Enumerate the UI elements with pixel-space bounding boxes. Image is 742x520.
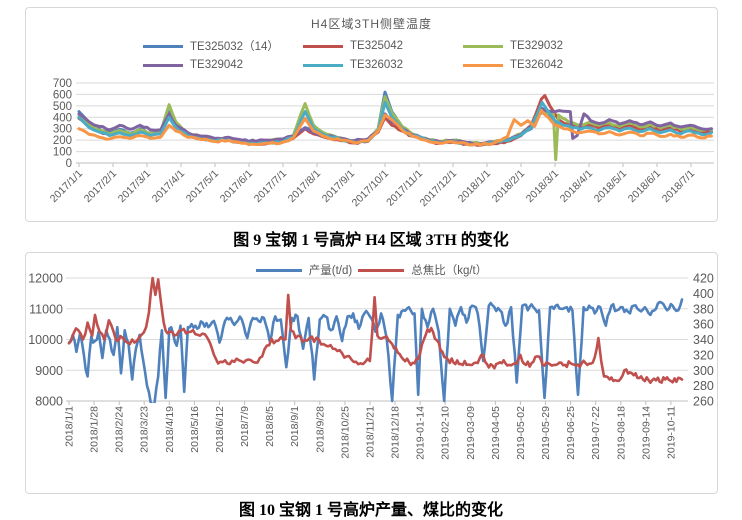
figure9-caption: 图 9 宝钢 1 号高炉 H4 区域 3TH 的变化 bbox=[233, 232, 509, 249]
svg-text:2017/1/1: 2017/1/1 bbox=[48, 168, 85, 205]
svg-text:2018/9/28: 2018/9/28 bbox=[314, 406, 326, 453]
svg-text:2017/12/1: 2017/12/1 bbox=[418, 168, 460, 210]
legend-line-swatch bbox=[303, 63, 343, 67]
svg-text:2019-08-18: 2019-08-18 bbox=[615, 406, 627, 460]
svg-text:2017/3/1: 2017/3/1 bbox=[116, 168, 153, 205]
svg-text:360: 360 bbox=[693, 318, 714, 332]
svg-text:2018/3/23: 2018/3/23 bbox=[139, 406, 151, 453]
svg-text:2018/2/24: 2018/2/24 bbox=[114, 406, 126, 453]
svg-text:600: 600 bbox=[53, 89, 72, 101]
svg-text:380: 380 bbox=[693, 302, 714, 316]
legend-line-swatch bbox=[463, 63, 503, 67]
svg-text:420: 420 bbox=[693, 272, 714, 286]
svg-text:2018/7/1: 2018/7/1 bbox=[660, 168, 697, 205]
svg-text:2018/4/19: 2018/4/19 bbox=[164, 406, 176, 453]
svg-text:2019-09-14: 2019-09-14 bbox=[640, 406, 652, 460]
svg-text:0: 0 bbox=[66, 158, 72, 170]
temperature-chart: H4区域3TH侧壁温度 TE325032（14） TE325042 TE329032… bbox=[25, 7, 718, 222]
legend-item: TE325042 bbox=[303, 38, 457, 54]
svg-text:2017/10/1: 2017/10/1 bbox=[350, 168, 392, 210]
legend-line-swatch bbox=[255, 268, 302, 272]
svg-text:2018/3/1: 2018/3/1 bbox=[524, 168, 561, 205]
temperature-plot-area: 70060050040030020010002017/1/12017/2/120… bbox=[48, 78, 714, 210]
svg-text:2018/9/1: 2018/9/1 bbox=[289, 406, 301, 447]
legend-item: TE329032 bbox=[463, 38, 617, 54]
svg-text:9000: 9000 bbox=[35, 364, 63, 378]
svg-text:320: 320 bbox=[693, 348, 714, 362]
legend-line-swatch bbox=[463, 44, 503, 48]
svg-text:2018/11/21: 2018/11/21 bbox=[365, 406, 377, 458]
legend-line-swatch bbox=[143, 44, 183, 48]
svg-text:2019-10-11: 2019-10-11 bbox=[665, 406, 677, 459]
legend-item: TE326032 bbox=[303, 59, 457, 71]
svg-text:2019-07-22: 2019-07-22 bbox=[590, 406, 602, 460]
legend-item: TE326042 bbox=[463, 59, 617, 71]
legend-label: TE325042 bbox=[350, 40, 404, 52]
svg-text:2017/5/1: 2017/5/1 bbox=[184, 168, 221, 205]
svg-text:500: 500 bbox=[53, 101, 72, 113]
svg-text:2019-02-10: 2019-02-10 bbox=[440, 406, 452, 460]
svg-text:12000: 12000 bbox=[28, 272, 63, 286]
svg-text:2018/2/1: 2018/2/1 bbox=[490, 168, 527, 205]
svg-text:2017/4/1: 2017/4/1 bbox=[150, 168, 187, 205]
svg-text:400: 400 bbox=[53, 112, 72, 124]
svg-text:400: 400 bbox=[693, 287, 714, 301]
svg-text:2019-01-14: 2019-01-14 bbox=[415, 406, 427, 460]
svg-text:10000: 10000 bbox=[28, 333, 63, 347]
svg-text:11000: 11000 bbox=[29, 302, 63, 316]
legend-line-swatch bbox=[143, 63, 183, 67]
svg-text:2017/2/1: 2017/2/1 bbox=[82, 168, 119, 205]
svg-text:100: 100 bbox=[53, 147, 72, 159]
legend-item: 总焦比（kg/t） bbox=[358, 262, 487, 278]
legend-label: TE326042 bbox=[510, 59, 564, 71]
svg-text:8000: 8000 bbox=[35, 395, 63, 409]
legend-item: TE325032（14） bbox=[143, 38, 297, 54]
svg-text:2018/6/1: 2018/6/1 bbox=[626, 168, 663, 205]
svg-text:2019-06-25: 2019-06-25 bbox=[565, 406, 577, 460]
svg-text:2019-04-05: 2019-04-05 bbox=[490, 406, 502, 460]
legend-label: TE325032（14） bbox=[190, 41, 279, 53]
legend-item: 产量(t/d) bbox=[255, 262, 353, 278]
svg-text:340: 340 bbox=[693, 333, 714, 347]
svg-text:2018/6/12: 2018/6/12 bbox=[214, 406, 226, 453]
svg-text:280: 280 bbox=[693, 379, 714, 393]
temperature-chart-legend: TE325032（14） TE325042 TE329032 TE329042 TE32… bbox=[140, 38, 620, 71]
svg-text:700: 700 bbox=[53, 78, 72, 90]
svg-text:200: 200 bbox=[53, 135, 72, 147]
svg-text:260: 260 bbox=[693, 395, 714, 409]
legend-label: 产量(t/d) bbox=[308, 265, 353, 277]
svg-text:2018/5/1: 2018/5/1 bbox=[592, 168, 629, 205]
svg-text:2018/1/1: 2018/1/1 bbox=[456, 168, 493, 205]
svg-text:2017/6/1: 2017/6/1 bbox=[218, 168, 255, 205]
svg-text:2018/5/16: 2018/5/16 bbox=[189, 406, 201, 453]
svg-text:2019-05-02: 2019-05-02 bbox=[515, 406, 527, 460]
legend-line-swatch bbox=[358, 268, 405, 272]
svg-text:2018/10/25: 2018/10/25 bbox=[339, 406, 351, 459]
svg-text:2018/8/5: 2018/8/5 bbox=[264, 406, 276, 447]
temperature-chart-title: H4区域3TH侧壁温度 bbox=[310, 17, 432, 31]
svg-text:2019-05-29: 2019-05-29 bbox=[540, 406, 552, 460]
legend-label: TE329032 bbox=[510, 40, 564, 52]
svg-text:2018/1/1: 2018/1/1 bbox=[64, 406, 76, 447]
svg-text:2017/7/1: 2017/7/1 bbox=[252, 168, 289, 205]
svg-text:2019-03-09: 2019-03-09 bbox=[465, 406, 477, 460]
svg-text:300: 300 bbox=[53, 124, 72, 136]
legend-label: TE329042 bbox=[190, 59, 244, 71]
svg-text:2018/7/9: 2018/7/9 bbox=[239, 406, 251, 447]
legend-item: TE329042 bbox=[143, 59, 297, 71]
svg-text:300: 300 bbox=[693, 364, 714, 378]
svg-text:2018/1/28: 2018/1/28 bbox=[89, 406, 101, 453]
legend-label: 总焦比（kg/t） bbox=[411, 265, 488, 277]
legend-label: TE326032 bbox=[350, 59, 404, 71]
production-chart: 产量(t/d) 总焦比（kg/t） 8000 9000 10000 11000 12000… bbox=[25, 252, 718, 494]
svg-text:2018/12/18: 2018/12/18 bbox=[390, 406, 402, 459]
production-chart-legend: 产量(t/d) 总焦比（kg/t） bbox=[26, 262, 717, 278]
svg-text:2018/4/1: 2018/4/1 bbox=[558, 168, 595, 205]
svg-text:2017/8/1: 2017/8/1 bbox=[286, 168, 323, 205]
legend-line-swatch bbox=[303, 44, 343, 48]
figure10-caption: 图 10 宝钢 1 号高炉产量、煤比的变化 bbox=[238, 502, 503, 519]
